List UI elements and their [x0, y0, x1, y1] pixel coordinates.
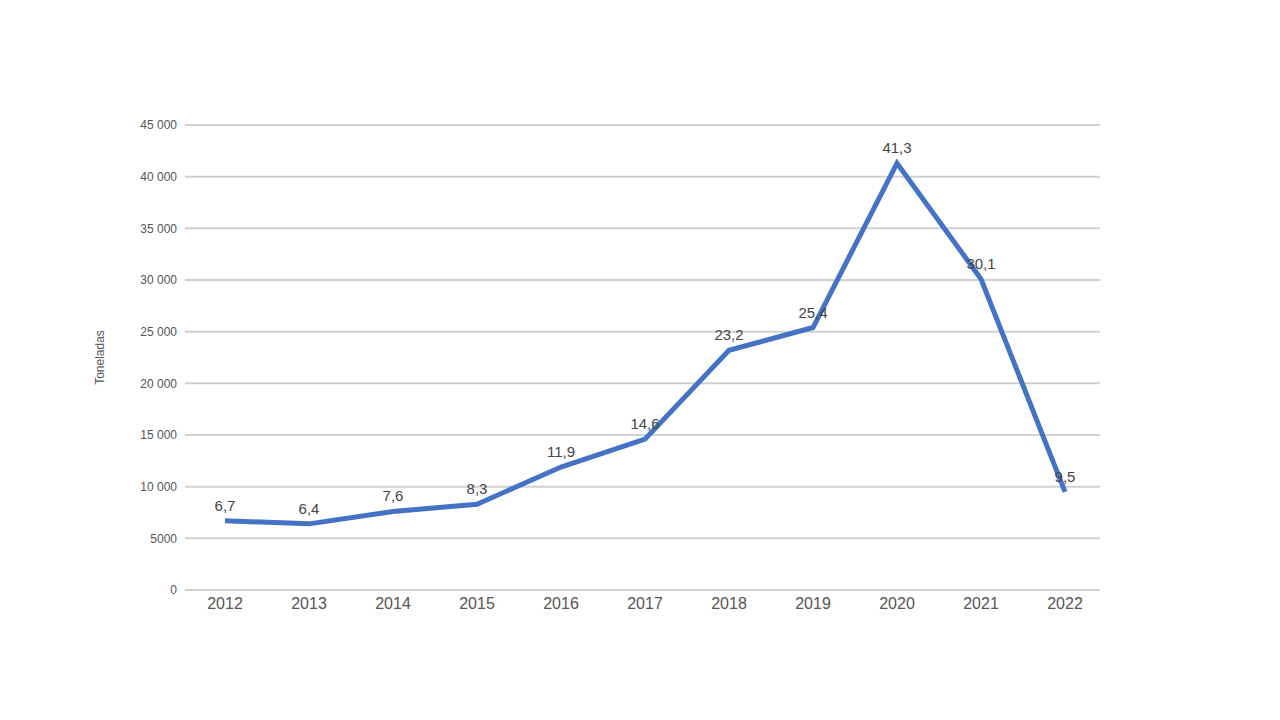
svg-text:0: 0 — [170, 583, 177, 597]
svg-text:2019: 2019 — [795, 595, 831, 612]
svg-text:2020: 2020 — [879, 595, 915, 612]
svg-text:6,4: 6,4 — [299, 500, 320, 517]
svg-text:6,7: 6,7 — [215, 497, 236, 514]
svg-text:30 000: 30 000 — [140, 273, 177, 287]
svg-text:7,6: 7,6 — [383, 487, 404, 504]
svg-text:2012: 2012 — [207, 595, 243, 612]
svg-text:2017: 2017 — [627, 595, 663, 612]
svg-text:25,4: 25,4 — [798, 304, 827, 321]
svg-text:30,1: 30,1 — [966, 255, 995, 272]
svg-text:9,5: 9,5 — [1055, 468, 1076, 485]
svg-text:2014: 2014 — [375, 595, 411, 612]
svg-text:45 000: 45 000 — [140, 118, 177, 132]
svg-text:15 000: 15 000 — [140, 428, 177, 442]
svg-text:11,9: 11,9 — [547, 443, 575, 460]
svg-text:35 000: 35 000 — [140, 222, 177, 236]
svg-text:2015: 2015 — [459, 595, 495, 612]
svg-text:8,3: 8,3 — [467, 480, 488, 497]
svg-text:41,3: 41,3 — [882, 139, 911, 156]
svg-text:5000: 5000 — [150, 532, 177, 546]
svg-text:2013: 2013 — [291, 595, 327, 612]
svg-text:Toneladas: Toneladas — [93, 330, 107, 385]
svg-text:14,6: 14,6 — [630, 415, 659, 432]
svg-text:2016: 2016 — [543, 595, 579, 612]
svg-text:2018: 2018 — [711, 595, 747, 612]
svg-text:2021: 2021 — [963, 595, 999, 612]
svg-text:2022: 2022 — [1047, 595, 1083, 612]
svg-text:20 000: 20 000 — [140, 377, 177, 391]
svg-text:23,2: 23,2 — [714, 326, 743, 343]
svg-text:40 000: 40 000 — [140, 170, 177, 184]
svg-text:25 000: 25 000 — [140, 325, 177, 339]
svg-text:10 000: 10 000 — [140, 480, 177, 494]
